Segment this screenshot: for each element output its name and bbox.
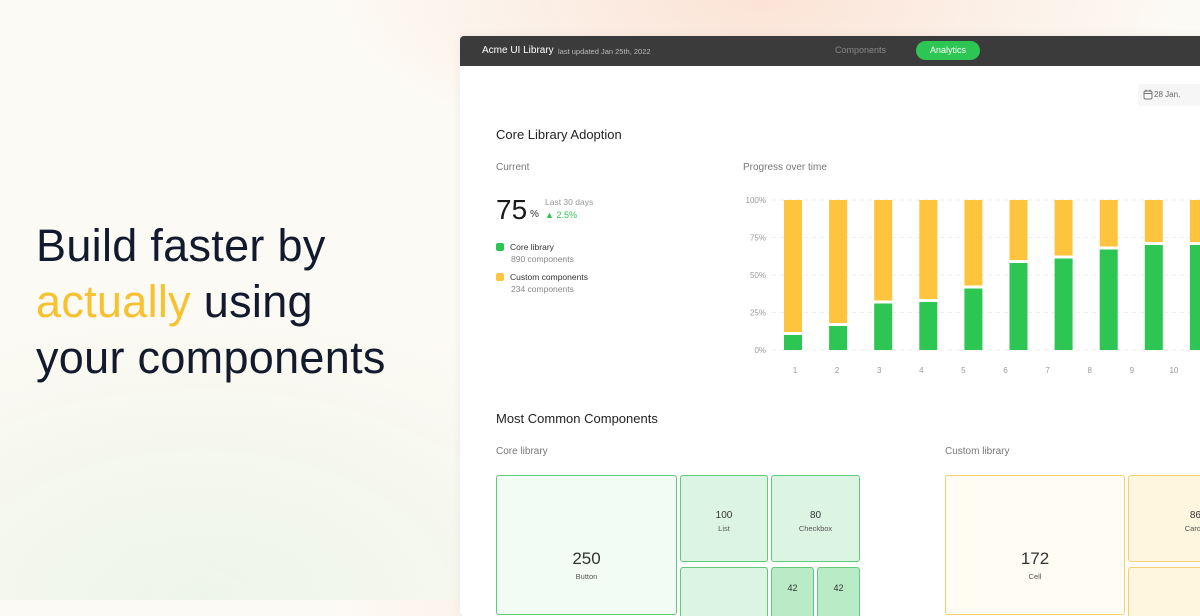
- adoption-title: Core Library Adoption: [496, 127, 622, 142]
- tab-analytics[interactable]: Analytics: [916, 41, 980, 60]
- last-updated: last updated Jan 25th, 2022: [558, 47, 651, 56]
- y-tick-label: 25%: [750, 309, 766, 318]
- bar-core: [874, 303, 893, 350]
- tile-custom-unlabeled[interactable]: [1128, 567, 1200, 616]
- custom-library-label: Custom library: [945, 446, 1010, 457]
- bar-custom: [829, 200, 848, 323]
- bar-core: [1054, 258, 1073, 350]
- legend-core: Core library 890 components: [496, 242, 574, 264]
- tile-count: 100: [715, 510, 733, 521]
- tile-card[interactable]: 86 Card: [1128, 475, 1200, 562]
- tile-count: 172: [1020, 549, 1050, 568]
- up-arrow-icon: ▲: [545, 210, 554, 220]
- tile-unlabeled[interactable]: [680, 567, 768, 616]
- tab-components[interactable]: Components: [835, 45, 887, 55]
- tile-label: Cell: [1028, 572, 1042, 581]
- tile-count: 42: [787, 583, 798, 593]
- hero-headline: Build faster by actually using your comp…: [36, 218, 386, 386]
- hero-accent: actually: [36, 276, 191, 327]
- legend-swatch-custom: [496, 273, 504, 281]
- tile-list[interactable]: 100 List: [680, 475, 768, 562]
- adoption-unit: %: [530, 209, 539, 220]
- bar-custom: [1054, 200, 1073, 256]
- x-tick-label: 9: [1130, 366, 1135, 375]
- legend-sub: 890 components: [511, 254, 574, 264]
- period-label: Last 30 days: [545, 197, 594, 207]
- y-tick-label: 100%: [746, 196, 766, 205]
- bar-core: [1144, 245, 1163, 350]
- x-tick-label: 2: [835, 366, 840, 375]
- bar-custom: [1099, 200, 1118, 247]
- x-tick-label: 6: [1003, 366, 1008, 375]
- tile-42b[interactable]: 42: [817, 567, 860, 616]
- legend-custom: Custom components 234 components: [496, 272, 588, 294]
- common-title: Most Common Components: [496, 411, 658, 426]
- tile-count: 86: [1189, 510, 1200, 521]
- x-tick-label: 4: [919, 366, 924, 375]
- adoption-value: 75: [496, 194, 528, 225]
- hero-line-2: using: [190, 276, 313, 327]
- date-value: 28 Jan,: [1154, 90, 1181, 99]
- core-library-label: Core library: [496, 446, 548, 457]
- tile-label: Card: [1184, 524, 1200, 533]
- tile-label: Checkbox: [798, 524, 833, 533]
- legend-swatch-core: [496, 243, 504, 251]
- bar-custom: [1144, 200, 1163, 242]
- tile-count: 250: [572, 549, 601, 568]
- legend-label: Custom components: [510, 272, 588, 282]
- x-tick-label: 10: [1169, 366, 1178, 375]
- hero-line-3: your components: [36, 332, 386, 383]
- x-tick-label: 1: [793, 366, 798, 375]
- hero-line-1: Build faster by: [36, 220, 326, 271]
- date-picker[interactable]: 28 Jan,: [1138, 84, 1200, 106]
- bar-custom: [1009, 200, 1028, 260]
- chart-title: Progress over time: [743, 162, 827, 173]
- bar-custom: [964, 200, 983, 286]
- tile-42a[interactable]: 42: [771, 567, 814, 616]
- bar-core: [919, 302, 938, 350]
- legend-label: Core library: [510, 242, 554, 252]
- tile-count: 80: [809, 510, 822, 521]
- tile-checkbox[interactable]: 80 Checkbox: [771, 475, 860, 562]
- current-label: Current: [496, 162, 530, 173]
- tile-button[interactable]: 250 Button: [496, 475, 677, 615]
- legend-sub: 234 components: [511, 284, 574, 294]
- app-window: Acme UI Library last updated Jan 25th, 2…: [460, 36, 1200, 616]
- bar-core: [964, 288, 983, 350]
- x-tick-label: 5: [961, 366, 966, 375]
- tile-cell[interactable]: 172 Cell: [945, 475, 1125, 615]
- y-tick-label: 0%: [754, 346, 766, 355]
- x-tick-label: 3: [877, 366, 882, 375]
- bar-core: [1189, 245, 1200, 350]
- delta-value: 2.5%: [556, 210, 577, 220]
- app-title: Acme UI Library: [482, 45, 554, 56]
- delta: ▲ 2.5%: [545, 210, 577, 220]
- bar-custom: [919, 200, 938, 299]
- x-tick-label: 8: [1087, 366, 1092, 375]
- top-bar: Acme UI Library last updated Jan 25th, 2…: [460, 36, 1200, 66]
- x-tick-label: 7: [1045, 366, 1050, 375]
- bar-core: [829, 326, 848, 350]
- progress-chart: 100% 75% 50% 25% 0% 1 2 3 4 5 6 7 8 9 10: [746, 196, 1200, 375]
- bar-custom: [1189, 200, 1200, 242]
- tile-label: Button: [575, 572, 598, 581]
- calendar-icon: [1143, 89, 1153, 100]
- bar-custom: [784, 200, 802, 332]
- bar-core: [1099, 249, 1118, 350]
- bar-custom: [874, 200, 893, 301]
- tile-count: 42: [833, 583, 844, 593]
- tile-label: List: [718, 524, 730, 533]
- y-tick-label: 50%: [750, 271, 766, 280]
- bar-core: [1009, 263, 1028, 350]
- bar-core: [784, 335, 802, 350]
- y-tick-label: 75%: [750, 234, 766, 243]
